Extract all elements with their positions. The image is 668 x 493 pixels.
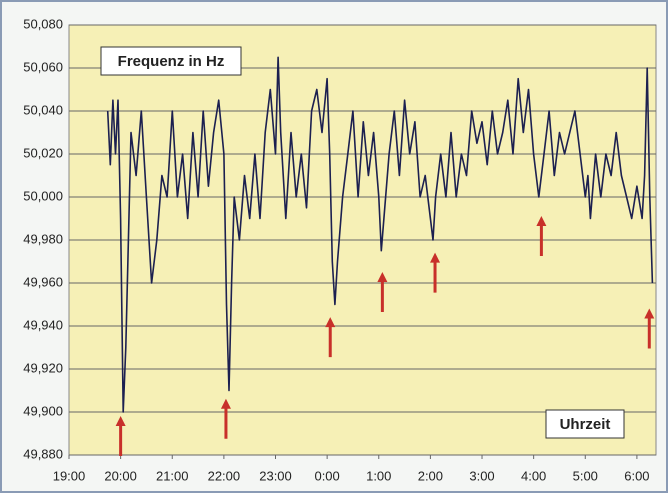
y-tick-label: 50,060: [23, 59, 63, 74]
x-tick-label: 23:00: [259, 468, 292, 483]
annotation-box: [100, 46, 242, 76]
x-tick-label: 22:00: [208, 468, 241, 483]
arrow: [644, 308, 655, 349]
x-tick-label: 1:00: [366, 468, 391, 483]
line: [106, 56, 654, 413]
x-tick-label: 20:00: [104, 468, 137, 483]
y-tick-label: 50,080: [23, 16, 63, 31]
y-tick-label: 49,920: [23, 360, 63, 375]
y-tick-label: 49,960: [23, 274, 63, 289]
y-tick-label: 49,900: [23, 403, 63, 418]
x-tick-label: 19:00: [53, 468, 86, 483]
y-tick-label: 50,000: [23, 188, 63, 203]
y-tick-label: 49,940: [23, 317, 63, 332]
annotation-box: [545, 409, 625, 439]
x-tick-label: 5:00: [573, 468, 598, 483]
arrow: [536, 216, 547, 257]
x-tick-label: 2:00: [418, 468, 443, 483]
x-tick-label: 21:00: [156, 468, 189, 483]
x-tick-label: 3:00: [469, 468, 494, 483]
annotation: Frequenz in Hz: [118, 53, 225, 70]
arrow: [430, 252, 441, 293]
y-tick-label: 50,040: [23, 102, 63, 117]
y-tick-label: 49,880: [23, 446, 63, 461]
arrow: [115, 416, 126, 456]
annotation: Uhrzeit: [560, 416, 611, 433]
x-tick-label: 6:00: [624, 468, 649, 483]
arrow: [325, 317, 336, 358]
x-tick-label: 4:00: [521, 468, 546, 483]
arrow: [377, 271, 388, 312]
x-tick-label: 0:00: [314, 468, 339, 483]
y-tick-label: 49,980: [23, 231, 63, 246]
arrow: [220, 398, 231, 439]
y-tick-label: 50,020: [23, 145, 63, 160]
